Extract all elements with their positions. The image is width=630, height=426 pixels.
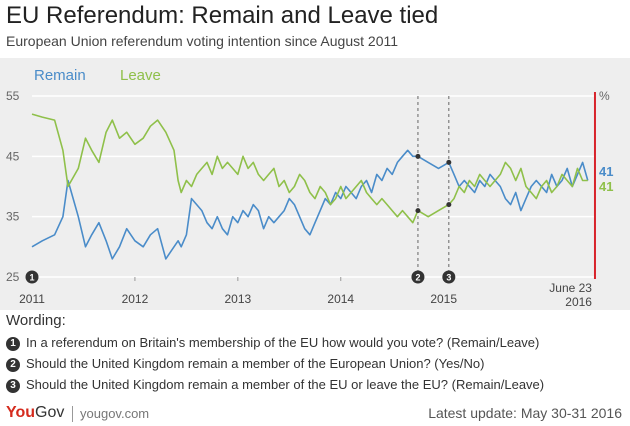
final-value-leave: 41 bbox=[599, 179, 613, 194]
wording-change-dot bbox=[446, 159, 452, 165]
series-line-remain bbox=[31, 149, 589, 260]
yougov-logo[interactable]: YouGov bbox=[6, 404, 64, 422]
event-label: 2016 bbox=[565, 295, 592, 309]
chart-subtitle: European Union referendum voting intenti… bbox=[6, 33, 399, 49]
wording-text: In a referendum on Britain's membership … bbox=[26, 335, 540, 350]
wording-title: Wording: bbox=[6, 312, 66, 329]
wording-text: Should the United Kingdom remain a membe… bbox=[26, 356, 485, 371]
wording-section: Wording: 1 In a referendum on Britain's m… bbox=[0, 310, 630, 400]
footer: YouGov yougov.com Latest update: May 30-… bbox=[0, 400, 630, 426]
x-tick-label: 2011 bbox=[19, 292, 45, 306]
chart-title: EU Referendum: Remain and Leave tied bbox=[6, 2, 439, 29]
wording-item-2: 2 Should the United Kingdom remain a memb… bbox=[6, 356, 484, 372]
number-badge: 3 bbox=[6, 379, 20, 393]
wording-change-dot bbox=[446, 202, 452, 208]
x-tick-label: 2014 bbox=[327, 292, 354, 306]
y-tick-label: 55 bbox=[6, 89, 20, 103]
number-badge: 2 bbox=[6, 358, 20, 372]
y-tick-label: 45 bbox=[6, 149, 20, 163]
marker-circle bbox=[25, 270, 39, 284]
event-label: June 23 bbox=[549, 281, 592, 295]
latest-update: Latest update: May 30-31 2016 bbox=[428, 405, 622, 421]
line-chart: 25 35 45 55 % 2011 2012 2013 2014 2015 June 232016… bbox=[6, 67, 613, 309]
wording-change-dot bbox=[415, 153, 421, 159]
final-value-remain: 41 bbox=[599, 164, 613, 179]
x-tick-label: 2012 bbox=[122, 292, 149, 306]
y-tick-label: 35 bbox=[6, 210, 20, 224]
y-tick-label: 25 bbox=[6, 270, 20, 284]
legend-remain: Remain bbox=[34, 67, 86, 84]
site-link[interactable]: yougov.com bbox=[80, 406, 150, 421]
footer-divider bbox=[72, 406, 73, 422]
number-badge: 1 bbox=[6, 337, 20, 351]
marker-circle bbox=[442, 270, 456, 284]
marker-number: 1 bbox=[29, 273, 34, 283]
wording-change-dot bbox=[415, 208, 421, 214]
series-line-leave bbox=[31, 113, 588, 224]
marker-circle bbox=[411, 270, 425, 284]
chart-header: EU Referendum: Remain and Leave tied Eur… bbox=[0, 0, 630, 58]
logo-gov: Gov bbox=[35, 404, 65, 421]
y-unit-label: % bbox=[599, 89, 610, 103]
x-tick-label: 2013 bbox=[224, 292, 251, 306]
marker-number: 2 bbox=[415, 273, 420, 283]
wording-item-3: 3 Should the United Kingdom remain a memb… bbox=[6, 377, 544, 393]
x-tick-label: 2015 bbox=[430, 292, 457, 306]
wording-text: Should the United Kingdom remain a membe… bbox=[26, 377, 545, 392]
legend-leave: Leave bbox=[120, 67, 161, 84]
wording-item-1: 1 In a referendum on Britain's membership… bbox=[6, 335, 539, 351]
marker-number: 3 bbox=[446, 273, 451, 283]
logo-you: You bbox=[6, 404, 36, 421]
